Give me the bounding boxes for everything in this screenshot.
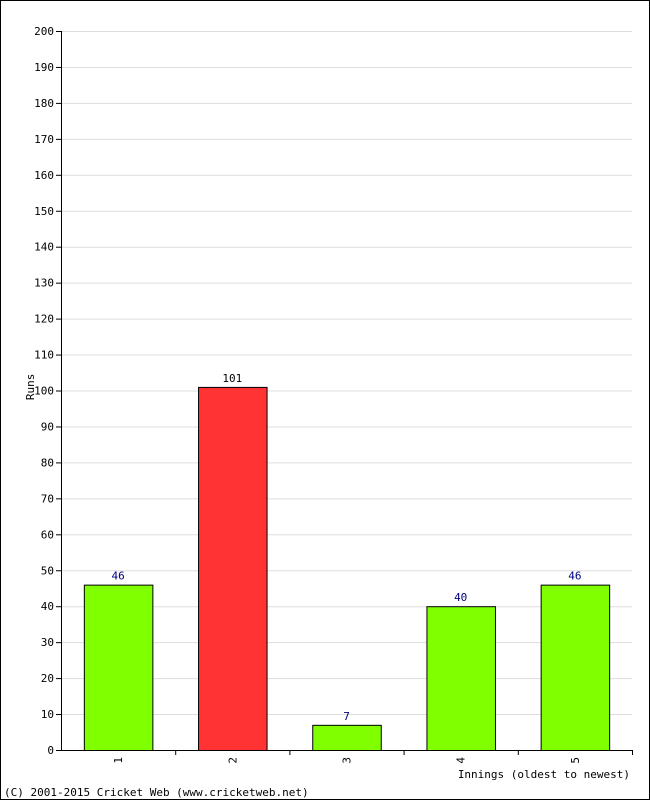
- x-tick-label: 2: [226, 757, 239, 764]
- y-tick-label: 150: [34, 205, 54, 218]
- y-tick-label: 0: [47, 744, 54, 757]
- y-tick-label: 190: [34, 61, 54, 74]
- bar: [540, 584, 611, 751]
- y-tick-label: 110: [34, 349, 54, 362]
- bar-value-label: 46: [568, 570, 581, 583]
- y-tick-label: 10: [41, 708, 54, 721]
- y-tick-label: 50: [41, 564, 54, 577]
- y-tick-label: 30: [41, 636, 54, 649]
- y-tick-label: 20: [41, 672, 54, 685]
- y-tick-label: 140: [34, 241, 54, 254]
- axes: 0102030405060708090100110120130140150160…: [34, 25, 633, 764]
- bar-value-label: 101: [222, 372, 242, 385]
- y-tick-label: 80: [41, 456, 54, 469]
- bar-value-label: 46: [111, 570, 124, 583]
- x-tick-label: 4: [455, 757, 468, 764]
- y-tick-label: 200: [34, 25, 54, 38]
- y-tick-label: 180: [34, 97, 54, 110]
- x-tick-label: 1: [112, 757, 125, 764]
- y-tick-label: 170: [34, 133, 54, 146]
- y-tick-label: 70: [41, 492, 54, 505]
- copyright-footer: (C) 2001-2015 Cricket Web (www.cricketwe…: [4, 786, 309, 799]
- bar-value-label: 7: [343, 710, 350, 723]
- x-tick-label: 5: [569, 757, 582, 764]
- y-tick-label: 120: [34, 313, 54, 326]
- y-tick-label: 40: [41, 600, 54, 613]
- grid-lines: [61, 31, 632, 716]
- y-tick-label: 130: [34, 277, 54, 290]
- y-tick-label: 90: [41, 420, 54, 433]
- y-tick-label: 160: [34, 169, 54, 182]
- bars: 46 101 7 40 46: [83, 372, 611, 752]
- bar: [312, 724, 382, 752]
- bar: [83, 584, 154, 751]
- x-axis-label: Innings (oldest to newest): [458, 768, 630, 781]
- y-axis-label: Runs: [24, 374, 37, 401]
- y-tick-label: 100: [34, 385, 54, 398]
- bar-value-label: 40: [454, 591, 467, 604]
- x-tick-label: 3: [341, 757, 354, 764]
- bar: [426, 606, 496, 752]
- bar: [198, 386, 268, 751]
- y-tick-label: 60: [41, 528, 54, 541]
